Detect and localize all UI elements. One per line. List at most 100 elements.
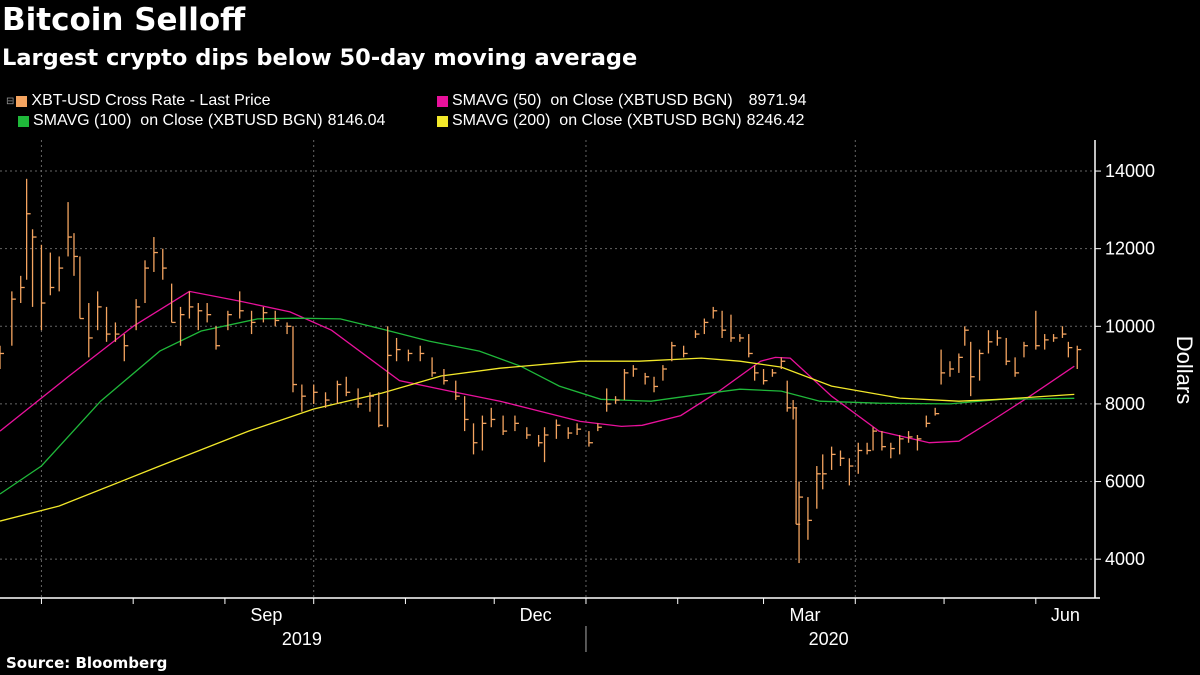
price-bar	[472, 423, 478, 455]
price-bar	[274, 310, 280, 327]
price-bar	[144, 260, 150, 304]
y-tick-label: 6000	[1105, 472, 1145, 492]
price-bar	[644, 372, 650, 385]
price-bar	[682, 345, 688, 358]
price-bar	[369, 392, 374, 412]
price-bar	[11, 291, 16, 346]
price-bar	[623, 369, 629, 401]
price-bar	[97, 291, 102, 331]
price-bar	[614, 396, 620, 404]
price-bar	[671, 341, 676, 362]
price-bar	[135, 299, 141, 331]
price-bar	[502, 415, 508, 435]
price-bar	[88, 303, 93, 358]
price-bar	[481, 415, 487, 451]
legend-swatch-sma100	[18, 115, 29, 127]
legend-item-sma50: SMAVG (50) on Close (XBTUSD BGN) 8971.94	[437, 92, 807, 110]
price-bar	[890, 442, 895, 459]
price-bar	[543, 427, 549, 463]
price-bar	[754, 365, 759, 381]
price-bar	[1044, 334, 1049, 350]
legend-label: SMAVG (100) on Close (XBTUSD BGN)	[33, 112, 323, 129]
price-bar	[970, 341, 975, 397]
legend-item-sma100: SMAVG (100) on Close (XBTUSD BGN) 8146.0…	[18, 112, 385, 130]
price-bar	[514, 415, 519, 432]
price-bar	[387, 326, 392, 428]
price-bar	[345, 376, 351, 397]
price-bar	[114, 322, 120, 342]
price-bar	[816, 466, 821, 509]
price-bar	[739, 334, 744, 342]
price-bar	[419, 345, 425, 362]
price-bar	[1076, 345, 1082, 369]
price-bar	[555, 419, 561, 439]
price-bar	[463, 396, 469, 432]
sma50-line	[0, 290, 1075, 444]
price-bar	[1035, 310, 1040, 350]
price-bar	[407, 349, 413, 362]
price-bar	[443, 369, 448, 385]
price-bar	[576, 423, 582, 435]
price-bar	[925, 415, 931, 428]
price-bar	[537, 434, 543, 447]
sma100-line	[0, 317, 1075, 495]
price-bar	[123, 334, 129, 362]
price-bar	[780, 357, 786, 369]
legend-swatch-sma200	[437, 115, 448, 127]
price-bar	[378, 392, 383, 428]
price-bar	[712, 306, 718, 319]
price-bar	[1052, 334, 1058, 342]
price-bar	[1014, 357, 1020, 377]
price-bar	[20, 275, 25, 304]
price-bar	[588, 431, 593, 447]
price-bar	[105, 306, 111, 342]
price-bar	[215, 326, 221, 350]
price-bar	[40, 244, 46, 331]
price-bar	[1067, 341, 1073, 358]
y-tick-label: 12000	[1105, 239, 1155, 259]
price-bar	[653, 376, 659, 393]
price-bar	[31, 229, 37, 307]
price-bar	[79, 256, 84, 320]
price-bar	[395, 337, 401, 362]
price-bar	[262, 306, 268, 323]
price-bar	[188, 291, 194, 319]
price-bar	[250, 310, 256, 335]
price-bar	[872, 427, 878, 451]
price-bar	[807, 497, 812, 540]
price-bar	[964, 326, 969, 346]
legend-value: 8146.04	[327, 112, 386, 129]
x-tick-label: Mar	[789, 605, 820, 625]
legend-label: XBT-USD Cross Rate - Last Price	[31, 92, 271, 109]
price-bar	[987, 330, 993, 354]
x-tick-label: Sep	[250, 605, 282, 625]
x-year-label: 2020	[809, 629, 849, 649]
price-bar	[978, 349, 984, 381]
legend-label: SMAVG (200) on Close (XBTUSD BGN)	[452, 112, 742, 129]
y-tick-label: 8000	[1105, 394, 1145, 414]
price-bar	[662, 365, 667, 381]
legend-swatch-price	[16, 95, 28, 107]
legend-item-sma200: SMAVG (200) on Close (XBTUSD BGN) 8246.4…	[437, 112, 804, 130]
price-bar	[1005, 337, 1011, 366]
price-bar	[771, 369, 777, 377]
price-bar	[949, 361, 954, 377]
x-tick-label: Dec	[520, 605, 552, 625]
chart-title: Bitcoin Selloff	[2, 2, 246, 38]
legend-item-price: ⊟ XBT-USD Cross Rate - Last Price	[6, 92, 271, 110]
price-bar	[916, 434, 922, 451]
legend-value: 8246.42	[746, 112, 805, 129]
price-bar	[703, 318, 709, 335]
price-bar	[996, 330, 1002, 346]
collapse-icon[interactable]: ⊟	[6, 95, 15, 107]
price-bar	[239, 291, 244, 319]
price-bar	[606, 388, 611, 412]
price-bar	[857, 442, 863, 474]
y-tick-label: 14000	[1105, 161, 1155, 181]
axes: 4000 6000 8000 10000 12000 14000 Sep Dec Mar Jun 2…	[0, 140, 1155, 652]
price-bar	[49, 252, 55, 296]
price-bar	[597, 423, 602, 432]
price-bar	[632, 365, 638, 377]
price-bar	[730, 314, 735, 342]
